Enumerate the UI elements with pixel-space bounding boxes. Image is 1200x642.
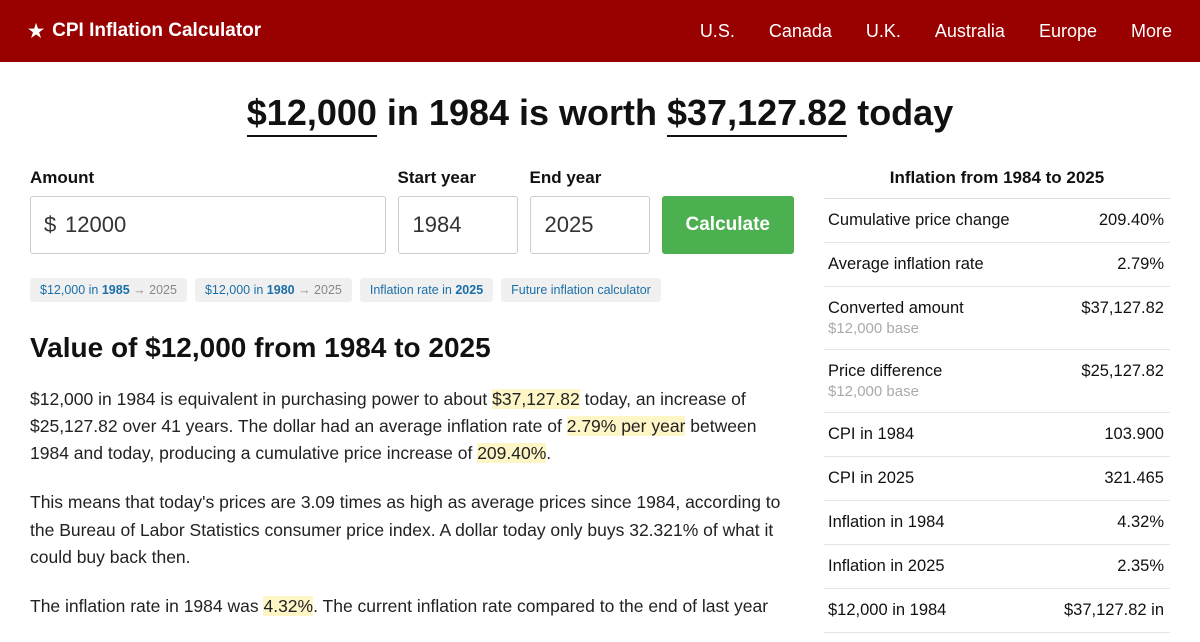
stat-row: CPI in 1984 103.900 xyxy=(824,413,1170,457)
dollar-icon: $ xyxy=(44,212,56,238)
start-year-input[interactable] xyxy=(398,196,518,254)
stat-row: Price difference $12,000 base $25,127.82 xyxy=(824,350,1170,413)
page-headline: $12,000 in 1984 is worth $37,127.82 toda… xyxy=(30,92,1170,134)
start-year-label: Start year xyxy=(398,168,518,188)
amount-input[interactable] xyxy=(30,196,386,254)
nav: U.S. Canada U.K. Australia Europe More xyxy=(700,21,1172,42)
stat-label: CPI in 2025 xyxy=(828,469,914,488)
star-icon: ★ xyxy=(28,21,44,42)
calculator-form: Amount $ Start year End year Calculate xyxy=(30,168,794,254)
brand[interactable]: ★ CPI Inflation Calculator xyxy=(28,20,261,42)
stat-label: Cumulative price change xyxy=(828,211,1010,230)
nav-more[interactable]: More xyxy=(1131,21,1172,42)
stat-value: 4.32% xyxy=(1117,513,1164,532)
stat-label: Inflation in 1984 xyxy=(828,513,945,532)
sidebar-title: Inflation from 1984 to 2025 xyxy=(824,168,1170,199)
related-chips: $12,000 in 1985 → 2025 $12,000 in 1980 →… xyxy=(30,278,794,302)
paragraph-2: This means that today's prices are 3.09 … xyxy=(30,489,794,570)
stat-value: $37,127.82 xyxy=(1081,299,1164,318)
stat-sublabel: $12,000 base xyxy=(828,383,942,400)
headline-amount: $12,000 xyxy=(247,92,377,137)
chip-future[interactable]: Future inflation calculator xyxy=(501,278,661,302)
stat-label: Average inflation rate xyxy=(828,255,984,274)
nav-canada[interactable]: Canada xyxy=(769,21,832,42)
stat-row: CPI in 2025 321.465 xyxy=(824,457,1170,501)
stat-label: CPI in 1984 xyxy=(828,425,914,444)
paragraph-1: $12,000 in 1984 is equivalent in purchas… xyxy=(30,386,794,467)
stat-label: Converted amount xyxy=(828,299,964,318)
stat-value: 2.35% xyxy=(1117,557,1164,576)
stat-row: Converted amount $12,000 base $37,127.82 xyxy=(824,287,1170,350)
section-title: Value of $12,000 from 1984 to 2025 xyxy=(30,332,794,364)
end-year-label: End year xyxy=(530,168,650,188)
stat-label: $12,000 in 1984 xyxy=(828,601,946,620)
headline-result: $37,127.82 xyxy=(667,92,847,137)
stat-value: 103.900 xyxy=(1104,425,1164,444)
stat-sublabel: $12,000 base xyxy=(828,320,964,337)
chip-rate-2025[interactable]: Inflation rate in 2025 xyxy=(360,278,493,302)
chip-1980[interactable]: $12,000 in 1980 → 2025 xyxy=(195,278,352,302)
end-year-input[interactable] xyxy=(530,196,650,254)
summary-sidebar: Inflation from 1984 to 2025 Cumulative p… xyxy=(824,168,1170,642)
amount-label: Amount xyxy=(30,168,386,188)
stat-value: $25,127.82 xyxy=(1081,362,1164,381)
paragraph-3: The inflation rate in 1984 was 4.32%. Th… xyxy=(30,593,794,620)
stat-value: 209.40% xyxy=(1099,211,1164,230)
nav-us[interactable]: U.S. xyxy=(700,21,735,42)
stat-row: Inflation in 1984 4.32% xyxy=(824,501,1170,545)
stat-value: 321.465 xyxy=(1104,469,1164,488)
stat-label: Inflation in 2025 xyxy=(828,557,945,576)
nav-uk[interactable]: U.K. xyxy=(866,21,901,42)
stat-row: Inflation in 2025 2.35% xyxy=(824,545,1170,589)
stat-row: Cumulative price change 209.40% xyxy=(824,199,1170,243)
stat-value: $37,127.82 in xyxy=(1064,601,1164,620)
brand-text: CPI Inflation Calculator xyxy=(52,20,261,42)
nav-australia[interactable]: Australia xyxy=(935,21,1005,42)
stat-value: 2.79% xyxy=(1117,255,1164,274)
nav-europe[interactable]: Europe xyxy=(1039,21,1097,42)
stat-row: $12,000 in 1984 $37,127.82 in xyxy=(824,589,1170,633)
chip-1985[interactable]: $12,000 in 1985 → 2025 xyxy=(30,278,187,302)
calculate-button[interactable]: Calculate xyxy=(662,196,794,254)
header: ★ CPI Inflation Calculator U.S. Canada U… xyxy=(0,0,1200,62)
stat-row: Average inflation rate 2.79% xyxy=(824,243,1170,287)
stat-label: Price difference xyxy=(828,362,942,381)
